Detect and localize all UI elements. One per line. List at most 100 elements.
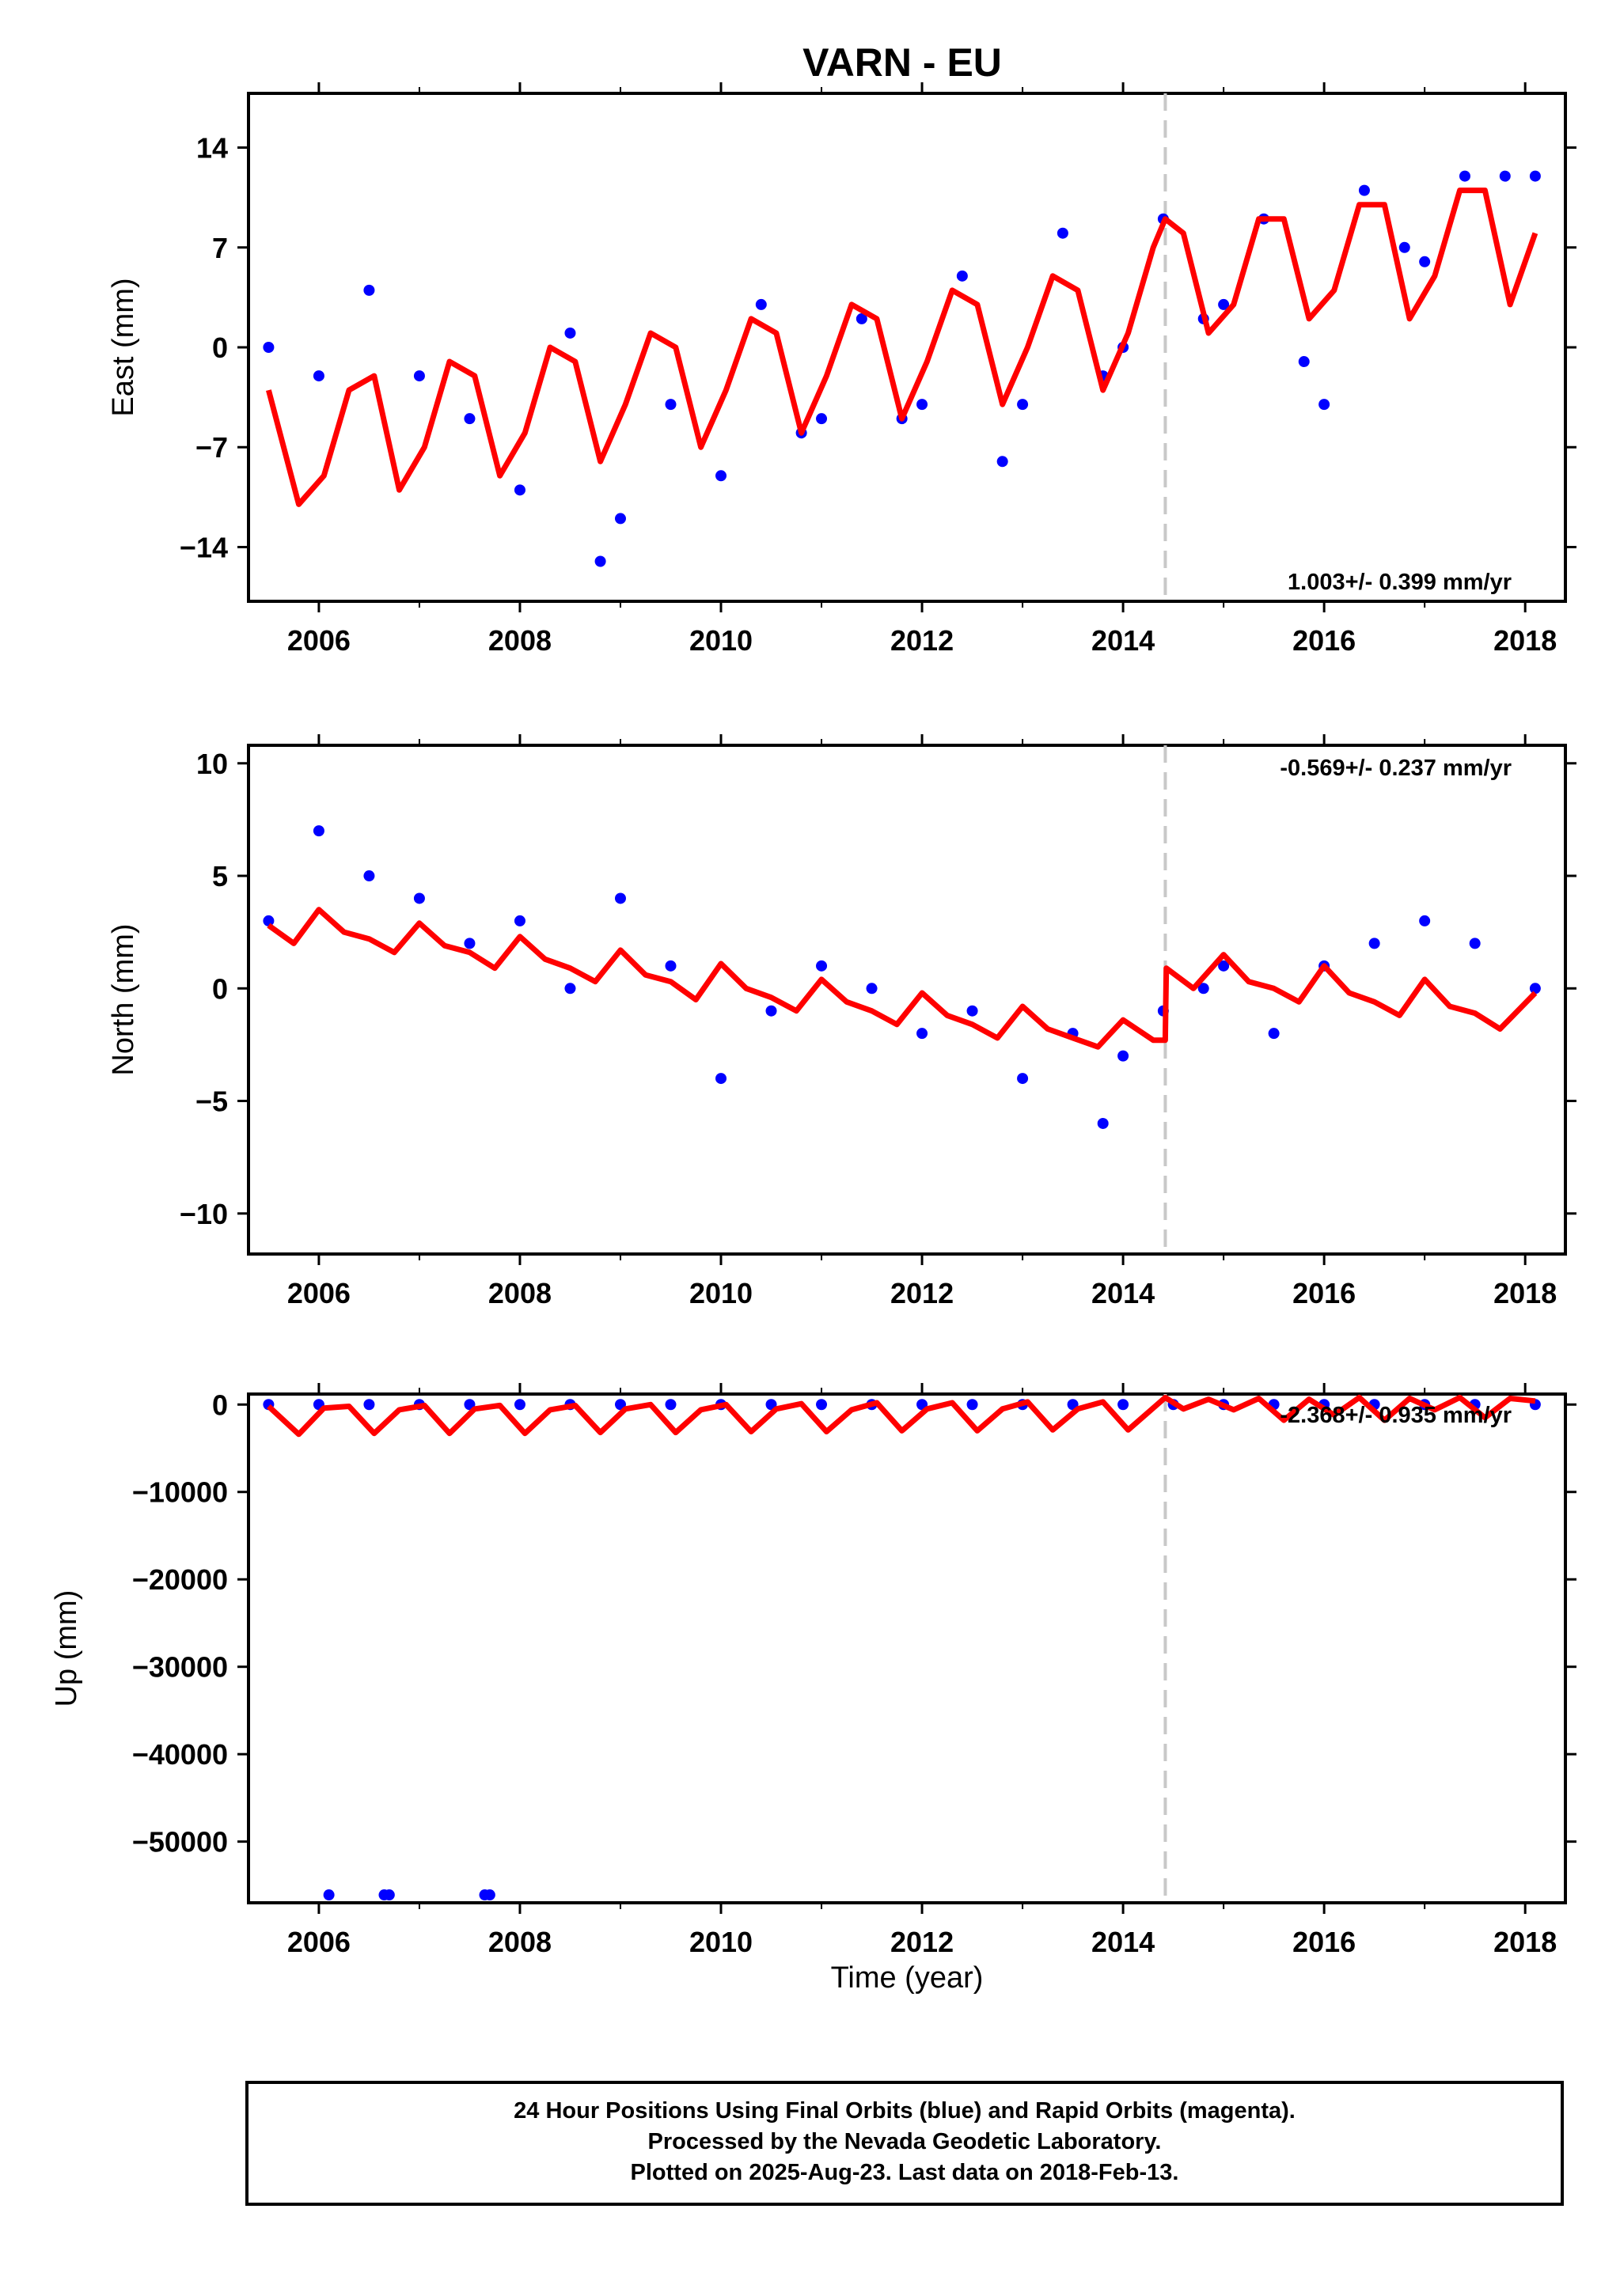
up-panel: 2006 2008 2010 2012 2014 2016 2018 0 −10000 −2000…	[50, 1383, 1576, 1958]
north-y-tick-label: 5	[212, 860, 228, 892]
up-data-point	[363, 1399, 375, 1411]
east-model-curve	[266, 188, 1538, 507]
north-plot-frame	[247, 744, 1567, 1256]
east-data-point	[263, 342, 275, 353]
up-x-tick-label: 2010	[689, 1926, 753, 1958]
east-x-tick-label: 2010	[689, 624, 753, 657]
north-data-point	[1017, 1073, 1029, 1085]
up-y-tick-label: −20000	[132, 1563, 228, 1596]
north-data-point	[1469, 938, 1481, 949]
east-data-point	[1358, 184, 1370, 196]
east-y-tick-label: 0	[212, 332, 228, 364]
north-x-tick-label: 2010	[689, 1277, 753, 1309]
east-data-point	[1529, 170, 1541, 182]
east-data-point	[996, 456, 1008, 468]
footer-box	[245, 2081, 1564, 2206]
footer-line-1: 24 Hour Positions Using Final Orbits (bl…	[514, 2098, 1296, 2124]
east-data-point	[1298, 356, 1310, 368]
up-y-tick-label: −10000	[132, 1476, 228, 1509]
north-data-point	[363, 870, 375, 882]
up-y-axis-label: Up (mm)	[50, 1590, 83, 1707]
east-data-point	[564, 327, 576, 339]
east-x-tick-label: 2018	[1493, 624, 1557, 657]
east-data-point	[363, 284, 375, 296]
up-data-point	[1117, 1399, 1129, 1411]
north-data-point	[816, 960, 828, 972]
east-data-point	[313, 370, 324, 382]
north-model-curve	[267, 907, 1538, 1050]
north-x-tick-label: 2018	[1493, 1277, 1557, 1309]
north-data-point	[866, 983, 878, 995]
east-data-point	[464, 413, 476, 425]
east-x-tick-label: 2008	[488, 624, 552, 657]
east-data-point	[1419, 256, 1431, 267]
north-data-point	[1197, 983, 1209, 995]
east-data-point	[665, 399, 677, 411]
up-data-point	[816, 1399, 828, 1411]
east-x-tick-label: 2012	[890, 624, 954, 657]
north-data-point	[765, 1005, 777, 1017]
north-data-point	[464, 938, 476, 949]
up-data-point	[383, 1889, 395, 1901]
east-data-point	[1218, 298, 1230, 310]
up-x-tick-label: 2016	[1292, 1926, 1356, 1958]
up-model-curve	[267, 1394, 1536, 1438]
north-data-point	[1218, 960, 1230, 972]
north-data-point	[715, 1073, 727, 1085]
north-data-points	[263, 825, 1541, 1129]
east-x-tick-label: 2014	[1091, 624, 1155, 657]
up-x-tick-label: 2014	[1091, 1926, 1155, 1958]
up-data-point	[966, 1399, 978, 1411]
east-y-tick-label: 14	[196, 132, 228, 165]
x-axis-label: Time (year)	[831, 1961, 984, 1995]
east-data-point	[1499, 170, 1511, 182]
north-x-tick-label: 2016	[1292, 1277, 1356, 1309]
north-x-tick-label: 2014	[1091, 1277, 1155, 1309]
north-y-tick-label: 10	[196, 748, 228, 780]
north-rate-label: -0.569+/- 0.237 mm/yr	[1280, 756, 1512, 781]
north-x-tick-label: 2006	[287, 1277, 351, 1309]
footer-line-2: Processed by the Nevada Geodetic Laborat…	[648, 2129, 1162, 2154]
north-x-tick-label: 2012	[890, 1277, 954, 1309]
east-x-tick-label: 2006	[287, 624, 351, 657]
east-y-axis-label: East (mm)	[107, 278, 140, 416]
north-data-point	[916, 1028, 928, 1040]
chart-title: VARN - EU	[802, 40, 1002, 85]
up-x-tick-label: 2018	[1493, 1926, 1557, 1958]
up-data-point	[484, 1889, 495, 1901]
up-y-tick-label: −30000	[132, 1651, 228, 1684]
east-data-point	[614, 513, 626, 525]
north-y-tick-label: 0	[212, 972, 228, 1005]
up-x-tick-label: 2006	[287, 1926, 351, 1958]
up-y-tick-label: −50000	[132, 1826, 228, 1858]
north-data-point	[614, 892, 626, 904]
up-y-tick-label: 0	[212, 1389, 228, 1421]
east-data-point	[816, 413, 828, 425]
east-data-point	[413, 370, 425, 382]
east-data-point	[1017, 399, 1029, 411]
north-data-point	[1419, 915, 1431, 926]
up-data-point	[323, 1889, 335, 1901]
east-data-point	[916, 399, 928, 411]
east-y-tick-label: 7	[212, 232, 228, 264]
east-data-point	[755, 298, 767, 310]
east-data-point	[514, 484, 525, 496]
east-plot-frame	[247, 92, 1567, 603]
up-x-tick-label: 2012	[890, 1926, 954, 1958]
footer-line-3: Plotted on 2025-Aug-23. Last data on 201…	[631, 2160, 1179, 2185]
north-data-point	[514, 915, 525, 926]
east-data-point	[856, 313, 867, 324]
north-data-point	[313, 825, 324, 837]
north-data-point	[966, 1005, 978, 1017]
up-data-point	[665, 1399, 677, 1411]
north-data-point	[413, 892, 425, 904]
north-data-point	[564, 983, 576, 995]
east-data-point	[1057, 227, 1068, 239]
up-x-tick-label: 2008	[488, 1926, 552, 1958]
east-y-tick-label: −14	[180, 531, 228, 563]
east-y-tick-label: −7	[195, 431, 228, 464]
north-data-point	[1368, 938, 1380, 949]
east-data-point	[715, 470, 727, 482]
east-panel: 2006 2008 2010 2012 2014 2016 2018 14 7 0 −7 −14 Eas…	[107, 82, 1576, 657]
north-y-tick-label: −10	[180, 1198, 228, 1230]
